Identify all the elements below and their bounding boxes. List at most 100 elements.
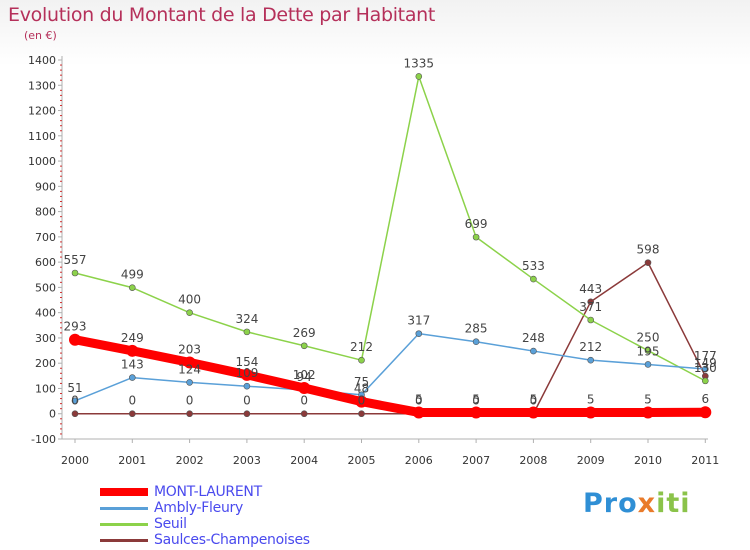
y-tick-label: 700 bbox=[35, 231, 56, 244]
y-tick-label: 1400 bbox=[28, 54, 56, 67]
data-label: 0 bbox=[186, 394, 194, 408]
data-point bbox=[587, 298, 595, 306]
data-label: 0 bbox=[128, 394, 136, 408]
series-line bbox=[70, 335, 710, 417]
data-point bbox=[186, 410, 193, 418]
y-tick-label: 400 bbox=[35, 307, 56, 320]
legend-swatch bbox=[100, 539, 148, 542]
data-label: 75 bbox=[354, 375, 369, 389]
data-label: 557 bbox=[64, 253, 87, 267]
data-point bbox=[358, 410, 365, 418]
legend-label: Seuil bbox=[154, 516, 187, 532]
data-label: 371 bbox=[579, 300, 602, 314]
data-point bbox=[300, 410, 308, 418]
data-point bbox=[644, 361, 652, 368]
data-point bbox=[699, 406, 712, 419]
data-point bbox=[355, 395, 368, 408]
data-label: 94 bbox=[297, 370, 312, 384]
y-tick-label: 800 bbox=[35, 206, 56, 219]
data-label: 400 bbox=[178, 293, 201, 307]
data-point bbox=[129, 374, 136, 381]
data-point bbox=[470, 406, 483, 419]
data-label: 109 bbox=[235, 366, 258, 380]
data-label: 177 bbox=[694, 349, 717, 363]
data-label: 5 bbox=[644, 392, 652, 406]
y-tick-label: 0 bbox=[49, 408, 56, 421]
y-tick-label: 600 bbox=[35, 256, 56, 269]
data-label: 317 bbox=[407, 314, 430, 328]
data-point bbox=[587, 316, 595, 324]
data-label: 249 bbox=[121, 331, 144, 345]
data-label: 124 bbox=[178, 362, 201, 376]
x-tick-label: 2010 bbox=[634, 454, 662, 467]
data-label: 203 bbox=[178, 342, 201, 356]
data-point bbox=[243, 382, 251, 390]
data-label: 0 bbox=[472, 394, 480, 408]
data-label: 443 bbox=[579, 282, 602, 296]
data-point bbox=[701, 365, 709, 373]
series-line bbox=[74, 332, 707, 402]
data-point bbox=[701, 377, 709, 385]
data-point bbox=[71, 410, 79, 418]
y-tick-label: 900 bbox=[35, 180, 56, 193]
data-point bbox=[412, 406, 425, 419]
data-label: 130 bbox=[694, 361, 717, 375]
y-tick-label: -100 bbox=[31, 433, 56, 446]
data-label: 285 bbox=[465, 322, 488, 336]
x-tick-label: 2002 bbox=[176, 454, 204, 467]
data-label: 143 bbox=[121, 358, 144, 372]
data-label: 499 bbox=[121, 268, 144, 282]
chart-subtitle: (en €) bbox=[24, 29, 57, 42]
data-point bbox=[642, 406, 654, 419]
x-tick-label: 2008 bbox=[519, 454, 547, 467]
x-tick-label: 2006 bbox=[405, 454, 433, 467]
data-label: 6 bbox=[701, 392, 709, 406]
data-point bbox=[415, 330, 423, 337]
data-label: 699 bbox=[465, 217, 488, 231]
series-line bbox=[74, 75, 707, 382]
data-label: 212 bbox=[579, 340, 602, 354]
y-tick-label: 500 bbox=[35, 281, 56, 294]
data-point bbox=[358, 356, 365, 364]
x-tick-label: 2001 bbox=[118, 454, 146, 467]
x-tick-label: 2009 bbox=[577, 454, 605, 467]
x-tick-label: 2000 bbox=[61, 454, 89, 467]
data-point bbox=[129, 410, 136, 418]
x-tick-label: 2003 bbox=[233, 454, 261, 467]
data-point bbox=[472, 233, 480, 241]
data-label: 598 bbox=[637, 243, 660, 257]
legend-swatch bbox=[100, 488, 148, 496]
data-point bbox=[298, 381, 311, 394]
legend-label: Saulces-Champenoises bbox=[154, 532, 310, 548]
data-point bbox=[472, 338, 480, 346]
data-label: 293 bbox=[64, 320, 87, 334]
data-point bbox=[530, 347, 537, 355]
data-label: 5 bbox=[472, 392, 480, 406]
data-label: 102 bbox=[293, 368, 316, 382]
data-label: 5 bbox=[530, 392, 538, 406]
data-point bbox=[243, 410, 251, 418]
proxiti-logo: Proxiti bbox=[583, 488, 691, 519]
x-tick-label: 2004 bbox=[290, 454, 318, 467]
y-tick-label: 100 bbox=[35, 382, 56, 395]
data-label: 154 bbox=[235, 355, 258, 369]
data-point bbox=[644, 259, 652, 266]
data-label: 195 bbox=[637, 344, 660, 358]
data-point bbox=[126, 344, 139, 357]
data-point bbox=[587, 356, 595, 364]
y-tick-label: 200 bbox=[35, 357, 56, 370]
y-tick-label: 1100 bbox=[28, 130, 56, 143]
series-line bbox=[74, 261, 707, 415]
data-label: 212 bbox=[350, 340, 373, 354]
y-tick-label: 300 bbox=[35, 332, 56, 345]
data-point bbox=[71, 397, 79, 405]
data-label: 0 bbox=[530, 394, 538, 408]
x-tick-label: 2007 bbox=[462, 454, 490, 467]
chart-title: Evolution du Montant de la Dette par Hab… bbox=[8, 4, 436, 26]
data-point bbox=[415, 73, 423, 80]
data-point bbox=[243, 328, 251, 336]
data-label: 0 bbox=[358, 394, 366, 408]
legend-label: Ambly-Fleury bbox=[154, 500, 243, 516]
